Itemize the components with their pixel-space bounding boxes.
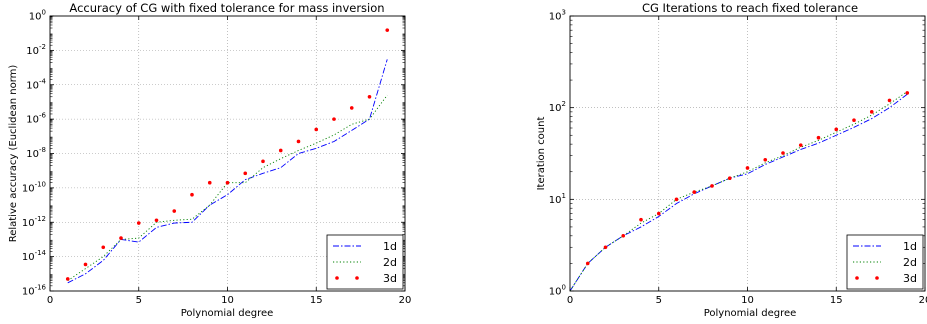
legend-label-2d: 2d <box>383 256 397 269</box>
y-tick-label: 101 <box>549 192 566 206</box>
x-tick-label: 20 <box>399 295 412 306</box>
x-tick-label: 5 <box>136 295 142 306</box>
legend: 1d 2d 3d <box>846 234 924 290</box>
y-axis-label: Iteration count <box>536 117 547 191</box>
series-3d-point <box>656 211 661 216</box>
series-3d-point <box>585 261 590 266</box>
y-tick-label: 10-4 <box>26 77 46 91</box>
legend: 1d 2d 3d <box>326 234 404 290</box>
series-3d-point <box>816 135 821 140</box>
plot-area <box>570 91 910 291</box>
series-3d-point <box>603 245 608 250</box>
series-3d-point <box>852 118 856 122</box>
series-3d-point <box>887 98 892 103</box>
series-3d-point <box>763 157 768 162</box>
legend-marker-3d <box>335 276 339 280</box>
y-tick-label: 10-14 <box>22 249 47 263</box>
legend-marker-3d <box>855 276 859 280</box>
legend-label-2d: 2d <box>903 256 917 269</box>
series-3d-point <box>119 236 123 240</box>
y-tick-label: 10-8 <box>26 146 46 160</box>
legend-marker-3d <box>875 276 879 280</box>
series-3d-point <box>190 192 194 197</box>
legend-box <box>326 234 404 290</box>
series-3d-point <box>154 218 159 223</box>
y-axis-label: Relative accuracy (Euclidean norm) <box>8 65 19 243</box>
series-3d-point <box>869 110 874 114</box>
series-3d-point <box>83 262 88 267</box>
y-tick-label: 10-12 <box>22 215 46 229</box>
x-tick-label: 0 <box>567 295 573 306</box>
y-tick-label: 100 <box>549 284 566 298</box>
series-3d-point <box>798 143 803 147</box>
series-3d-point <box>674 197 679 202</box>
series-3d-point <box>385 28 390 32</box>
series-3d-point <box>710 184 714 188</box>
plot-frame <box>49 15 406 292</box>
legend-label-3d: 3d <box>903 272 917 285</box>
x-axis-label: Polynomial degree <box>704 308 797 319</box>
series-3d-point <box>332 117 336 121</box>
y-tick-label: 100 <box>29 9 46 23</box>
series-3d-point <box>261 159 265 164</box>
series-3d-point <box>136 221 141 225</box>
series-3d-point <box>367 94 372 99</box>
series-3d-point <box>621 234 626 238</box>
x-axis-label: Polynomial degree <box>181 308 274 319</box>
x-tick-label: 10 <box>741 295 754 306</box>
series-3d-point <box>225 180 230 185</box>
series-1d-line <box>570 93 908 291</box>
series-3d-point <box>905 91 910 95</box>
series-3d-point <box>243 171 248 176</box>
series-3d-point <box>834 127 839 132</box>
x-tick-label: 20 <box>919 295 927 306</box>
chart-title: Accuracy of CG with fixed tolerance for … <box>69 1 384 15</box>
series-3d-point <box>296 139 301 144</box>
x-tick-label: 10 <box>221 295 234 306</box>
y-tick-label: 10-2 <box>26 43 46 57</box>
y-tick-label: 102 <box>549 100 566 114</box>
series-3d-point <box>172 209 177 213</box>
series-3d-point <box>745 166 750 170</box>
iterations-chart: 0 5 10 15 20 100 101 102 103 CG Iterations to rea… <box>536 1 927 319</box>
series-3d-point <box>349 106 354 110</box>
accuracy-chart: 0 5 10 15 20 10-16 10-14 10-12 10-10 10-8 10-6 10-4… <box>8 1 411 319</box>
y-tick-label: 10-6 <box>26 112 46 126</box>
series-3d-point <box>65 277 70 281</box>
series-3d-point <box>727 176 732 181</box>
x-tick-label: 5 <box>656 295 662 306</box>
y-tick-label: 10-16 <box>22 284 47 298</box>
legend-box <box>846 234 924 290</box>
legend-marker-3d <box>355 276 359 280</box>
legend-label-3d: 3d <box>383 272 397 285</box>
plot-area <box>65 28 390 284</box>
legend-label-1d: 1d <box>383 240 397 253</box>
legend-label-1d: 1d <box>903 240 917 253</box>
y-tick-label: 10-10 <box>22 180 46 194</box>
series-3d-point <box>278 148 283 153</box>
y-tick-label: 103 <box>549 9 566 23</box>
series-3d-point <box>314 127 319 132</box>
x-tick-label: 0 <box>47 295 53 306</box>
series-3d-point <box>101 245 106 250</box>
x-tick-label: 15 <box>830 295 843 306</box>
series-3d-point <box>639 217 643 222</box>
series-3d-point <box>207 180 212 185</box>
series-3d-point <box>692 190 697 194</box>
plot-frame <box>569 15 926 292</box>
x-tick-label: 15 <box>310 295 323 306</box>
series-3d-point <box>781 151 785 155</box>
chart-title: CG Iterations to reach fixed tolerance <box>642 1 858 15</box>
